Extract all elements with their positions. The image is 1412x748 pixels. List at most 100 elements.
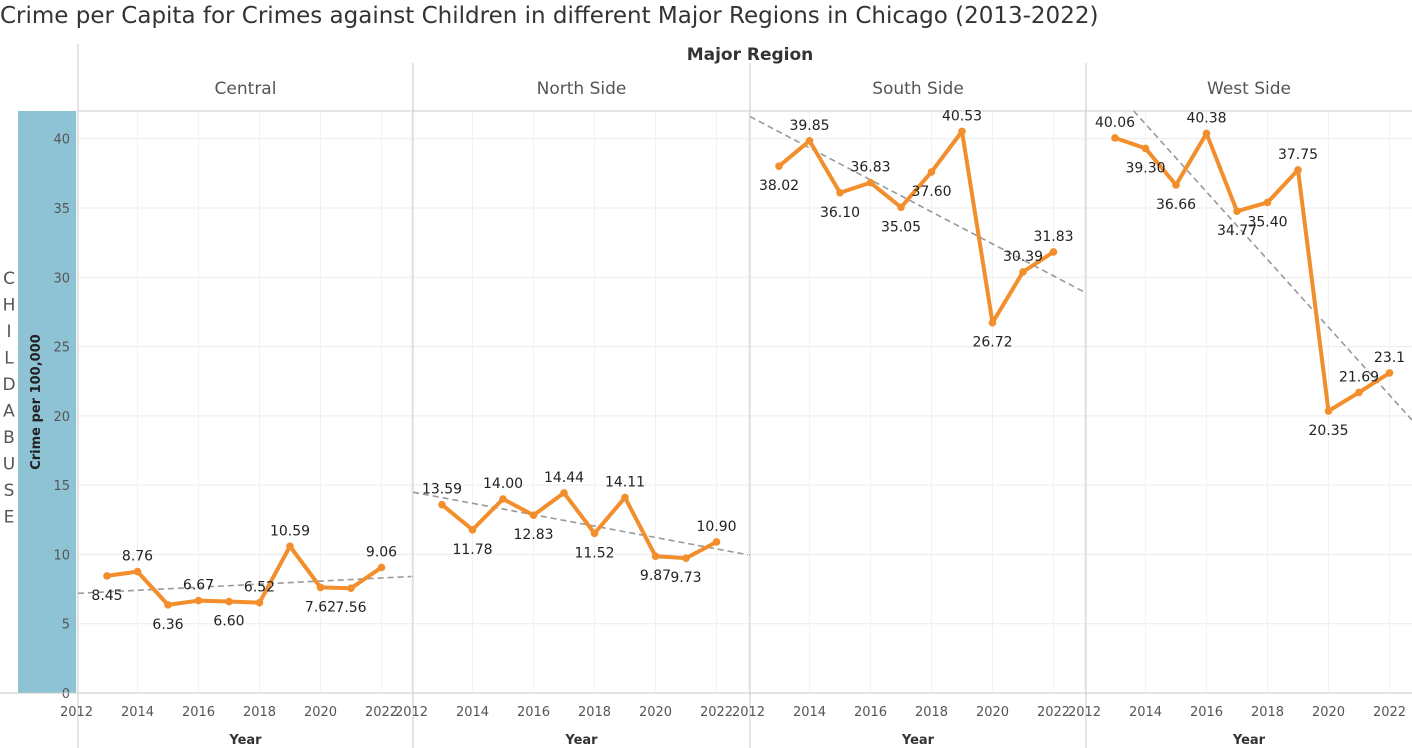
panel-header-central: Central bbox=[215, 79, 277, 99]
data-label: 14.11 bbox=[605, 474, 645, 490]
panel-header-south-side: South Side bbox=[872, 79, 964, 99]
data-label: 26.72 bbox=[972, 335, 1012, 351]
data-label: 37.60 bbox=[911, 184, 951, 200]
data-label: 6.60 bbox=[213, 614, 244, 630]
data-label: 20.35 bbox=[1308, 423, 1348, 439]
data-point bbox=[103, 572, 111, 580]
x-axis-title: Year bbox=[901, 733, 935, 748]
data-label: 35.05 bbox=[881, 219, 921, 235]
data-point bbox=[347, 584, 355, 593]
data-point bbox=[225, 597, 233, 606]
x-tick-label: 2018 bbox=[915, 705, 948, 720]
data-point bbox=[438, 500, 446, 509]
data-point bbox=[1049, 248, 1058, 256]
data-label: 8.76 bbox=[122, 549, 153, 565]
data-label: 6.36 bbox=[152, 617, 183, 633]
data-point bbox=[1111, 134, 1119, 142]
data-label: 40.06 bbox=[1095, 115, 1135, 131]
data-label: 39.85 bbox=[789, 118, 829, 134]
y-tick-label: 40 bbox=[53, 133, 70, 148]
y-axis-title: Crime per 100,000 bbox=[29, 334, 44, 470]
data-label: 7.62 bbox=[305, 599, 336, 615]
column-header: Major Region bbox=[687, 45, 814, 65]
x-tick-label: 2016 bbox=[854, 705, 887, 720]
data-label: 13.59 bbox=[422, 482, 462, 498]
x-tick-label: 2020 bbox=[304, 705, 337, 720]
data-label: 23.1 bbox=[1374, 350, 1405, 366]
data-label: 37.75 bbox=[1278, 147, 1318, 163]
data-point bbox=[377, 563, 386, 572]
y-tick-label: 20 bbox=[53, 410, 70, 425]
x-tick-label: 2012 bbox=[1068, 705, 1101, 720]
x-tick-label: 2022 bbox=[365, 705, 398, 720]
data-point bbox=[988, 318, 997, 327]
data-point bbox=[1385, 369, 1394, 377]
data-point bbox=[499, 495, 507, 503]
data-label: 10.59 bbox=[270, 523, 310, 539]
trend-line bbox=[412, 491, 751, 556]
data-point bbox=[897, 203, 905, 212]
data-point bbox=[805, 136, 814, 145]
data-label: 39.30 bbox=[1125, 160, 1165, 176]
data-point bbox=[1324, 407, 1333, 415]
data-label: 14.00 bbox=[483, 476, 523, 492]
data-point bbox=[133, 567, 142, 576]
x-tick-label: 2022 bbox=[1037, 705, 1070, 720]
data-point bbox=[775, 162, 783, 170]
x-tick-label: 2016 bbox=[1190, 705, 1223, 720]
data-label: 36.83 bbox=[850, 160, 890, 176]
data-point bbox=[194, 596, 203, 605]
chart-title: Crime per Capita for Crimes against Chil… bbox=[0, 3, 1099, 29]
data-point bbox=[590, 529, 599, 538]
data-point bbox=[286, 542, 294, 551]
data-point bbox=[529, 511, 538, 520]
row-header-letter: E bbox=[4, 508, 15, 528]
panel-header-west-side: West Side bbox=[1207, 79, 1291, 99]
x-tick-label: 2016 bbox=[182, 705, 215, 720]
data-label: 11.78 bbox=[452, 542, 492, 558]
row-header-letter: I bbox=[6, 322, 11, 342]
y-tick-label: 0 bbox=[62, 687, 70, 702]
trend-line bbox=[77, 575, 414, 595]
data-point bbox=[836, 188, 844, 197]
data-point bbox=[1355, 388, 1363, 397]
x-axis-title: Year bbox=[1232, 733, 1266, 748]
row-header-letter: D bbox=[2, 375, 15, 395]
x-tick-label: 2022 bbox=[1373, 705, 1406, 720]
data-label: 8.45 bbox=[91, 588, 122, 604]
series-line bbox=[105, 544, 384, 607]
data-point bbox=[316, 583, 325, 592]
data-point bbox=[958, 127, 966, 136]
row-header-letter: A bbox=[3, 402, 15, 422]
data-label: 6.67 bbox=[183, 578, 214, 594]
data-label: 11.52 bbox=[574, 545, 614, 561]
row-header-letter: L bbox=[4, 349, 14, 369]
x-tick-label: 2016 bbox=[517, 705, 550, 720]
data-label: 9.87 bbox=[640, 568, 671, 584]
x-tick-label: 2014 bbox=[456, 705, 489, 720]
data-label: 36.66 bbox=[1156, 197, 1196, 213]
data-point bbox=[1172, 181, 1180, 189]
x-tick-label: 2012 bbox=[60, 705, 93, 720]
data-point bbox=[712, 538, 721, 546]
data-label: 9.06 bbox=[366, 544, 397, 560]
data-point bbox=[682, 554, 690, 562]
data-label: 30.39 bbox=[1003, 249, 1043, 265]
data-label: 40.38 bbox=[1186, 110, 1226, 126]
series-line bbox=[777, 129, 1056, 325]
x-tick-label: 2018 bbox=[243, 705, 276, 720]
data-point bbox=[651, 552, 660, 561]
data-point bbox=[1294, 166, 1302, 174]
x-tick-label: 2012 bbox=[732, 705, 765, 720]
series-line bbox=[440, 490, 719, 561]
row-header-letter: B bbox=[3, 428, 15, 448]
data-point bbox=[1202, 129, 1211, 138]
data-label: 36.10 bbox=[820, 205, 860, 221]
data-label: 7.56 bbox=[335, 600, 366, 616]
data-point bbox=[1233, 207, 1241, 215]
data-label: 35.40 bbox=[1247, 214, 1287, 230]
y-tick-label: 10 bbox=[53, 548, 70, 563]
data-point bbox=[1019, 268, 1027, 276]
data-label: 12.83 bbox=[513, 527, 553, 543]
x-tick-label: 2020 bbox=[639, 705, 672, 720]
